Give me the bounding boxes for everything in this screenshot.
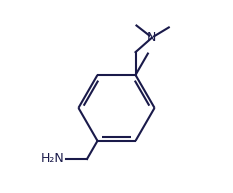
Text: H₂N: H₂N [41,152,64,165]
Text: N: N [147,31,156,44]
